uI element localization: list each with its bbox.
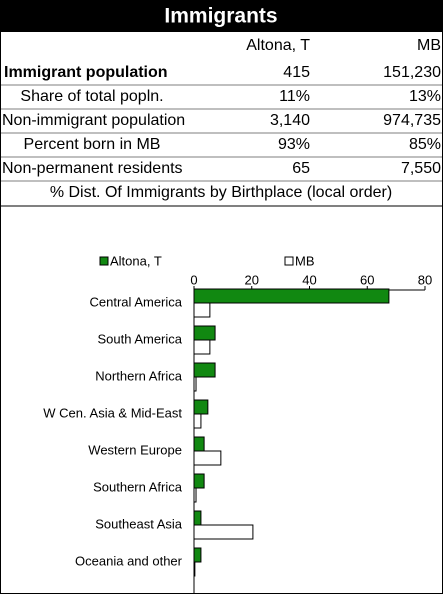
bar (193, 399, 209, 415)
x-tick-label: 0 (190, 272, 197, 287)
row-label: Non-permanent residents (2, 160, 183, 177)
legend-label: MB (295, 253, 315, 268)
category-label: Western Europe (88, 442, 182, 457)
page-title: Immigrants (164, 5, 277, 28)
row-label: Immigrant population (4, 64, 168, 81)
category-label: Southern Africa (93, 479, 183, 494)
cell: 85% (409, 136, 441, 153)
bar (193, 339, 211, 355)
category-label: South America (97, 331, 182, 346)
cell: 13% (409, 88, 441, 105)
bar (193, 376, 197, 392)
bar (193, 362, 216, 378)
category-label: Southeast Asia (95, 516, 182, 531)
cell: 65 (292, 160, 310, 177)
category-label: Central America (90, 294, 183, 309)
bar (193, 288, 390, 304)
bar (193, 413, 202, 429)
x-tick-label: 20 (245, 272, 259, 287)
bar (193, 547, 202, 563)
bar (193, 450, 222, 466)
column-header: Altona, T (246, 37, 310, 54)
bar (193, 302, 211, 318)
bar (193, 561, 196, 577)
cell: 151,230 (383, 64, 441, 81)
row-label: Non-immigrant population (2, 112, 185, 129)
bar (193, 510, 202, 526)
x-tick-label: 80 (418, 272, 432, 287)
row-label: Share of total popln. (20, 88, 163, 105)
cell: 974,735 (383, 112, 441, 129)
bar (193, 473, 205, 489)
bar (193, 487, 197, 503)
legend-swatch (99, 256, 109, 266)
x-tick-label: 60 (360, 272, 374, 287)
bar (193, 436, 205, 452)
cell: 7,550 (401, 160, 441, 177)
cell: 3,140 (270, 112, 310, 129)
x-tick-label: 40 (302, 272, 316, 287)
category-label: Northern Africa (95, 368, 182, 383)
row-label: Percent born in MB (24, 136, 161, 153)
cell: 93% (278, 136, 310, 153)
cell: 415 (283, 64, 310, 81)
category-label: W Cen. Asia & Mid-East (43, 405, 182, 420)
legend-label: Altona, T (110, 253, 162, 268)
title-bar (0, 0, 443, 32)
cell: 11% (279, 88, 310, 105)
legend-swatch (284, 256, 294, 266)
column-header: MB (417, 37, 441, 54)
bar (193, 524, 254, 540)
bar (193, 325, 216, 341)
chart-title: % Dist. Of Immigrants by Birthplace (loc… (50, 184, 392, 201)
category-label: Oceania and other (75, 553, 183, 568)
